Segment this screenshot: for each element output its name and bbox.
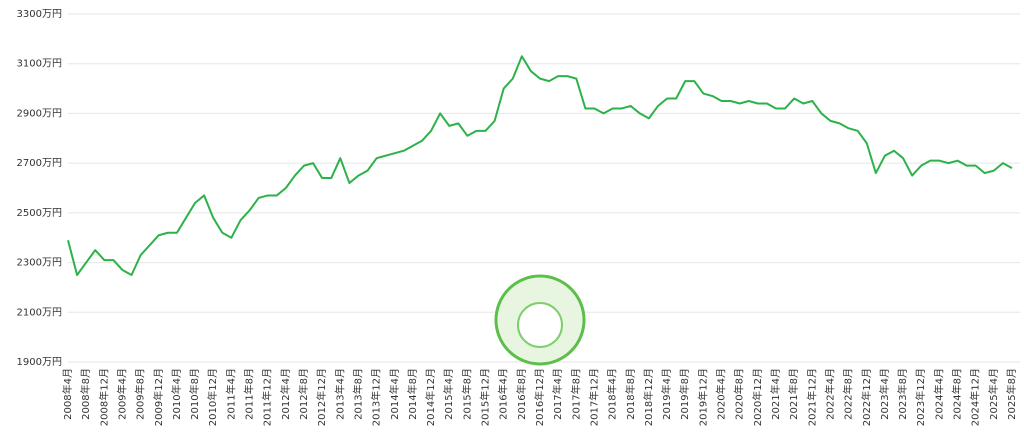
x-tick-label: 2024年8月: [951, 368, 964, 420]
logo: [494, 274, 586, 366]
x-tick-label: 2016年4月: [497, 368, 510, 420]
x-tick-label: 2018年12月: [642, 368, 655, 426]
x-tick-label: 2011年4月: [224, 368, 237, 420]
x-tick-label: 2023年12月: [914, 368, 927, 426]
x-tick-label: 2019年12月: [696, 368, 709, 426]
x-tick-label: 2009年8月: [134, 368, 147, 420]
x-tick-label: 2010年12月: [206, 368, 219, 426]
x-tick-label: 2016年8月: [515, 368, 528, 420]
x-tick-label: 2012年12月: [315, 368, 328, 426]
x-tick-label: 2022年8月: [842, 368, 855, 420]
x-tick-label: 2013年4月: [333, 368, 346, 420]
x-tick-label: 2024年4月: [932, 368, 945, 420]
x-tick-label: 2013年8月: [351, 368, 364, 420]
y-tick-label: 2900万円: [17, 108, 62, 119]
x-tick-label: 2022年4月: [823, 368, 836, 420]
x-tick-label: 2021年12月: [805, 368, 818, 426]
x-tick-label: 2017年8月: [569, 368, 582, 420]
x-tick-label: 2019年8月: [678, 368, 691, 420]
x-tick-label: 2008年4月: [61, 368, 74, 420]
x-tick-label: 2015年12月: [479, 368, 492, 426]
x-tick-label: 2021年8月: [787, 368, 800, 420]
y-tick-label: 2500万円: [17, 208, 62, 219]
x-tick-label: 2012年8月: [297, 368, 310, 420]
x-tick-label: 2017年4月: [551, 368, 564, 420]
x-tick-label: 2010年4月: [170, 368, 183, 420]
x-tick-label: 2021年4月: [769, 368, 782, 420]
x-tick-label: 2025年4月: [987, 368, 1000, 420]
x-tick-label: 2023年4月: [878, 368, 891, 420]
x-tick-label: 2014年12月: [424, 368, 437, 426]
x-tick-label: 2011年12月: [261, 368, 274, 426]
x-tick-label: 2024年12月: [969, 368, 982, 426]
x-tick-label: 2016年12月: [533, 368, 546, 426]
x-tick-label: 2018年4月: [606, 368, 619, 420]
x-tick-label: 2008年8月: [79, 368, 92, 420]
x-tick-label: 2025年8月: [1005, 368, 1018, 420]
x-tick-label: 2020年4月: [715, 368, 728, 420]
x-tick-label: 2022年12月: [860, 368, 873, 426]
x-tick-label: 2009年4月: [115, 368, 128, 420]
x-tick-label: 2011年8月: [243, 368, 256, 420]
x-tick-label: 2015年8月: [460, 368, 473, 420]
x-tick-label: 2015年4月: [442, 368, 455, 420]
x-tick-label: 2008年12月: [97, 368, 110, 426]
y-tick-label: 3300万円: [17, 9, 62, 20]
series-line: [67, 55, 1013, 276]
x-tick-label: 2017年12月: [587, 368, 600, 426]
x-tick-label: 2019年4月: [660, 368, 673, 420]
x-tick-label: 2020年12月: [751, 368, 764, 426]
y-tick-label: 1900万円: [17, 357, 62, 368]
y-tick-label: 2100万円: [17, 307, 62, 318]
y-tick-label: 2700万円: [17, 158, 62, 169]
y-tick-label: 3100万円: [17, 59, 62, 70]
x-tick-label: 2010年8月: [188, 368, 201, 420]
x-tick-label: 2012年4月: [279, 368, 292, 420]
x-tick-label: 2013年12月: [370, 368, 383, 426]
y-tick-label: 2300万円: [17, 258, 62, 269]
x-tick-label: 2023年8月: [896, 368, 909, 420]
x-tick-label: 2014年4月: [388, 368, 401, 420]
x-tick-label: 2009年12月: [152, 368, 165, 426]
x-tick-label: 2020年8月: [733, 368, 746, 420]
x-tick-label: 2014年8月: [406, 368, 419, 420]
x-tick-label: 2018年8月: [624, 368, 637, 420]
